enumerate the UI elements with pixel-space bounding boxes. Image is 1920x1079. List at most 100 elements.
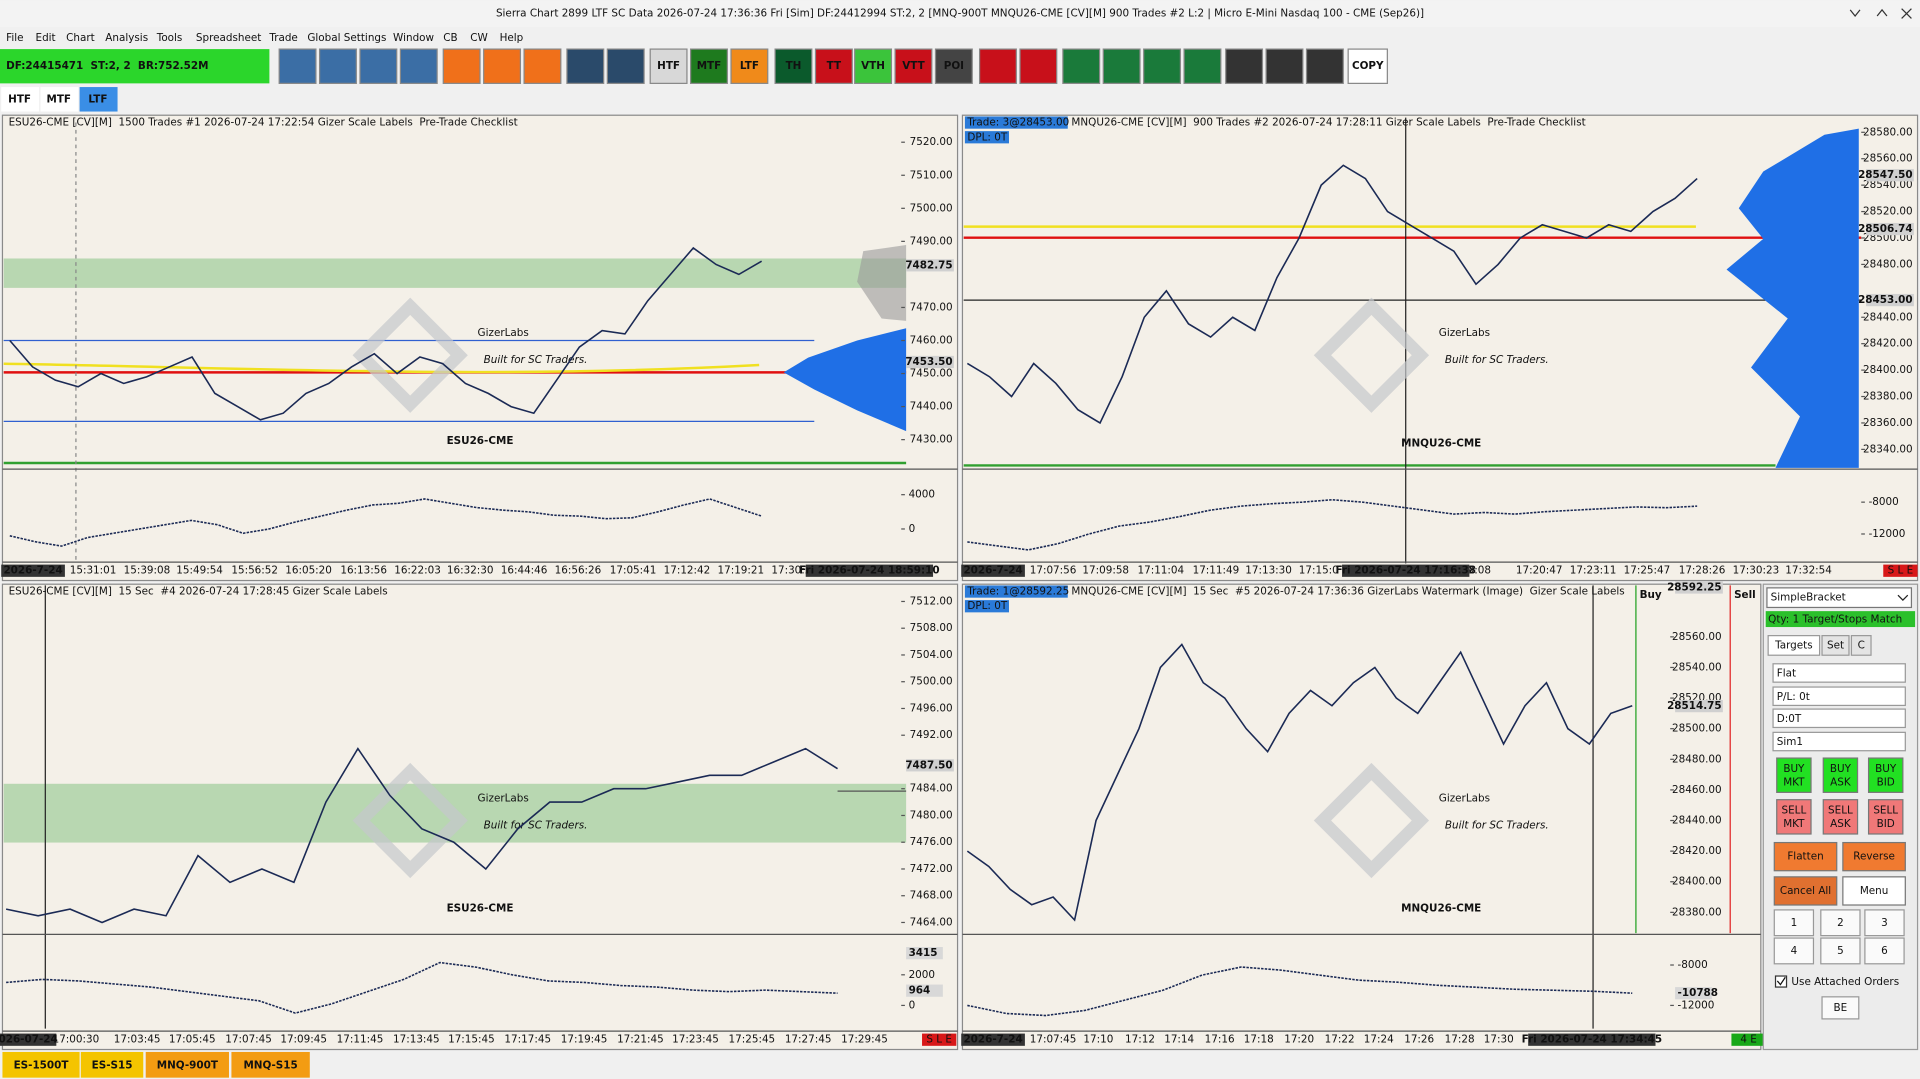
menu-item[interactable]: Global Settings: [307, 32, 386, 44]
toolbar-button[interactable]: [894, 48, 933, 84]
bottom-tab[interactable]: [80, 1051, 144, 1078]
order-button[interactable]: [1822, 799, 1859, 835]
menu-item[interactable]: Spreadsheet: [196, 32, 261, 44]
panel-tab[interactable]: [1821, 635, 1850, 656]
toolbar-button[interactable]: [399, 48, 438, 84]
toolbar-button[interactable]: [359, 48, 398, 84]
toolbar-button[interactable]: [1019, 48, 1058, 84]
bottom-tab-label: ES-S15: [92, 1059, 133, 1071]
chart-pane[interactable]: [1, 583, 959, 1051]
toolbar-button[interactable]: [442, 48, 481, 84]
order-button[interactable]: [1867, 799, 1904, 835]
bottom-tab[interactable]: [231, 1051, 310, 1078]
panel-tab[interactable]: [1850, 635, 1872, 656]
time-label: 17:07:45: [225, 1034, 272, 1046]
qty-button[interactable]: [1864, 909, 1905, 937]
toolbar-button[interactable]: [649, 48, 688, 84]
toolbar-button[interactable]: [1062, 48, 1101, 84]
toolbar-button[interactable]: [1347, 48, 1388, 84]
chart-tab[interactable]: [1, 87, 40, 112]
toolbar-button[interactable]: [690, 48, 728, 84]
toolbar-button[interactable]: [774, 48, 813, 84]
be-button[interactable]: [1821, 996, 1860, 1020]
toolbar-button[interactable]: [1225, 48, 1264, 84]
checkbox[interactable]: [1774, 975, 1788, 988]
price-line: [9, 246, 763, 421]
menu-item[interactable]: Window: [393, 32, 434, 44]
chart-tab[interactable]: [40, 87, 79, 112]
window-minimize[interactable]: [1849, 9, 1861, 18]
qty-button[interactable]: [1773, 909, 1815, 937]
time-label: 17:20: [1284, 1034, 1314, 1046]
chart-pane[interactable]: [1, 114, 959, 582]
qty-button-label: 4: [1791, 945, 1798, 957]
panel-tab[interactable]: [1767, 635, 1821, 656]
menu-item[interactable]: CB: [443, 32, 457, 44]
watermark-tagline: Built for SC Traders.: [1445, 819, 1549, 831]
time-label-box: [0, 1033, 57, 1046]
info-field[interactable]: [1772, 731, 1906, 752]
menu-item[interactable]: Edit: [36, 32, 56, 44]
action-button[interactable]: [1842, 841, 1906, 872]
menu-item[interactable]: File: [6, 32, 23, 44]
y-tick-label: 7504.00: [910, 649, 953, 661]
toolbar-button[interactable]: [1305, 48, 1344, 84]
menu-item[interactable]: Analysis: [105, 32, 148, 44]
watermark-symbol: MNQU26-CME: [1401, 903, 1481, 915]
strategy-select[interactable]: [1766, 587, 1913, 609]
action-button[interactable]: [1773, 876, 1838, 906]
toolbar-button[interactable]: [483, 48, 522, 84]
toolbar-button[interactable]: [606, 48, 645, 84]
qty-button[interactable]: [1864, 937, 1905, 965]
menu-item[interactable]: CW: [470, 32, 488, 44]
qty-button[interactable]: [1773, 937, 1815, 965]
time-label: 15:49:54: [176, 565, 223, 577]
window-maximize[interactable]: [1876, 8, 1888, 17]
order-button[interactable]: [1867, 757, 1904, 793]
order-button-label: ASK: [1830, 777, 1852, 789]
time-label: 17:30:23: [1733, 565, 1780, 577]
toolbar-button[interactable]: [523, 48, 562, 84]
toolbar-button[interactable]: [1183, 48, 1222, 84]
order-button-label: BID: [1877, 777, 1895, 789]
window-close[interactable]: [1901, 8, 1912, 19]
watermark-symbol: MNQU26-CME: [1401, 437, 1481, 449]
toolbar-button[interactable]: [318, 48, 357, 84]
menu-item[interactable]: Tools: [156, 32, 183, 44]
chart-pane[interactable]: [961, 583, 1762, 1051]
time-label: 16:56:26: [555, 565, 602, 577]
toolbar-button[interactable]: [1143, 48, 1182, 84]
toolbar-button[interactable]: [934, 48, 973, 84]
toolbar-button[interactable]: [1102, 48, 1141, 84]
bottom-tab-label: MNQ-900T: [157, 1059, 219, 1071]
menu-item[interactable]: Help: [500, 32, 524, 44]
status-flag-label: 4 E: [1740, 1034, 1756, 1046]
price-marker: [1866, 293, 1914, 307]
order-button[interactable]: [1776, 757, 1812, 793]
toolbar-button[interactable]: [814, 48, 853, 84]
toolbar-button[interactable]: [730, 48, 769, 84]
indicator-marker-label: 964: [909, 985, 931, 997]
chart-tab[interactable]: [79, 87, 118, 112]
toolbar-button[interactable]: [1265, 48, 1304, 84]
trade-label: Trade: 1@28592.25: [966, 586, 1069, 598]
qty-button[interactable]: [1820, 909, 1861, 937]
checkmark: [1776, 976, 1786, 986]
bottom-tab[interactable]: [145, 1051, 229, 1078]
menu-item[interactable]: Chart: [66, 32, 95, 44]
toolbar-button[interactable]: [566, 48, 605, 84]
order-button[interactable]: [1822, 757, 1859, 793]
toolbar-button[interactable]: [854, 48, 893, 84]
y-tick-label: 28540.00: [1863, 179, 1913, 191]
qty-bar: [1765, 611, 1916, 628]
qty-button[interactable]: [1820, 937, 1861, 965]
dpl-badge: [964, 131, 1009, 144]
bottom-tab[interactable]: [2, 1051, 80, 1078]
time-label: 17:00:30: [53, 1034, 100, 1046]
toolbar-button[interactable]: [278, 48, 317, 84]
order-button[interactable]: [1776, 799, 1812, 835]
toolbar-button[interactable]: [978, 48, 1017, 84]
menu-item[interactable]: Trade: [268, 32, 297, 44]
action-button[interactable]: [1773, 841, 1838, 872]
action-button[interactable]: [1842, 876, 1906, 906]
